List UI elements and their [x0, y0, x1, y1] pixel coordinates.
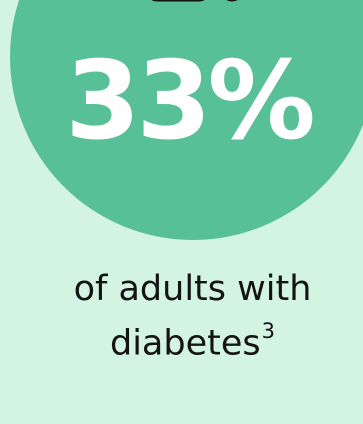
- caption-line-2: diabetes3: [22, 312, 363, 367]
- caption-word: diabetes: [109, 323, 261, 364]
- stat-caption: of adults with diabetes3: [0, 266, 363, 367]
- footnote-marker: 3: [261, 319, 275, 343]
- stat-value: 33%: [65, 39, 316, 164]
- device-icon: [151, 0, 238, 2]
- caption-line-1: of adults with: [73, 269, 312, 309]
